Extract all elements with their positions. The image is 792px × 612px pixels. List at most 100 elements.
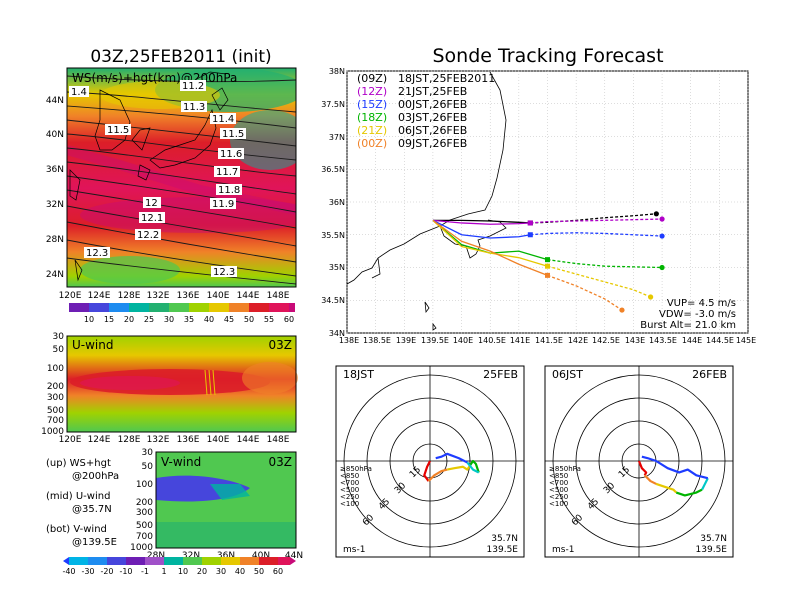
svg-text:11.6: 11.6 bbox=[220, 149, 242, 160]
svg-text:(15Z): (15Z) bbox=[357, 98, 387, 111]
contour-label: 12.3 bbox=[84, 247, 110, 259]
contour-label: 12.3 bbox=[211, 266, 237, 278]
track-series bbox=[432, 211, 665, 313]
svg-text:40N: 40N bbox=[46, 130, 64, 140]
cb-label: 10 bbox=[84, 315, 94, 324]
svg-text:35N: 35N bbox=[329, 263, 345, 272]
svg-text:12.3: 12.3 bbox=[213, 267, 235, 278]
track-end-point bbox=[659, 216, 665, 222]
svg-text:@35.7N: @35.7N bbox=[72, 504, 112, 515]
svg-text:139E: 139E bbox=[396, 336, 416, 345]
svg-text:@139.5E: @139.5E bbox=[72, 537, 117, 548]
svg-text:≥850hPa: ≥850hPa bbox=[340, 465, 372, 473]
svg-text:37.5N: 37.5N bbox=[321, 100, 345, 109]
legend-label: (18Z) bbox=[357, 111, 387, 124]
legend-label: (00Z) bbox=[357, 137, 387, 150]
wind-height-map: WS(m/s)+hgt(km)@200hPa 1.4 11.2 11.3 11.… bbox=[46, 67, 297, 301]
hodograph-segment bbox=[466, 461, 480, 474]
svg-text:144E: 144E bbox=[237, 435, 260, 445]
svg-text:11.4: 11.4 bbox=[212, 114, 234, 125]
svg-text:38N: 38N bbox=[329, 67, 345, 76]
svg-text:(12Z): (12Z) bbox=[357, 85, 387, 98]
svg-text:<100: <100 bbox=[340, 500, 359, 508]
svg-text:<850: <850 bbox=[340, 472, 359, 480]
svg-text:(up) WS+hgt: (up) WS+hgt bbox=[46, 458, 111, 469]
svg-text:128E: 128E bbox=[118, 435, 141, 445]
svg-text:120E: 120E bbox=[59, 435, 82, 445]
svg-text:142.5E: 142.5E bbox=[592, 336, 620, 345]
svg-text:100: 100 bbox=[47, 364, 64, 374]
svg-text:36.5N: 36.5N bbox=[321, 165, 345, 174]
v-wind-panel: V-wind 03Z 30 50 100 200 300 500 700 100… bbox=[130, 448, 303, 561]
hodograph-segment bbox=[641, 455, 709, 480]
svg-text:(21Z): (21Z) bbox=[357, 124, 387, 137]
svg-text:132E: 132E bbox=[147, 435, 170, 445]
cb-label: 60 bbox=[284, 315, 294, 324]
hodo-time: 06JST bbox=[552, 368, 583, 381]
cb-label: -1 bbox=[141, 567, 149, 576]
track-line-dashed bbox=[530, 213, 657, 224]
svg-text:37N: 37N bbox=[329, 133, 345, 142]
svg-text:139.5E: 139.5E bbox=[421, 336, 449, 345]
svg-text:140E: 140E bbox=[207, 291, 230, 301]
svg-text:<100: <100 bbox=[549, 500, 568, 508]
svg-text:(18Z): (18Z) bbox=[357, 111, 387, 124]
track-panel: 38N 37.5N 37N 36.5N 36N 35.5N 35N 34.5N … bbox=[321, 67, 756, 345]
track-line-dashed bbox=[547, 274, 623, 311]
svg-text:136E: 136E bbox=[177, 435, 200, 445]
svg-text:28N: 28N bbox=[147, 551, 165, 561]
hodograph-right: 06JST 26FEB 35.7N 139.5E ms-1 15 30 45 6… bbox=[544, 365, 734, 558]
map-contour-labels: 1.4 11.2 11.3 11.4 11.5 11.5 11.6 11.7 1… bbox=[69, 80, 246, 278]
svg-text:500: 500 bbox=[47, 406, 64, 416]
svg-text:24N: 24N bbox=[46, 270, 64, 280]
svg-text:(00Z): (00Z) bbox=[357, 137, 387, 150]
svg-text:@200hPa: @200hPa bbox=[72, 471, 119, 482]
svg-text:VDW= -3.0 m/s: VDW= -3.0 m/s bbox=[659, 309, 736, 320]
svg-text:138.5E: 138.5E bbox=[363, 336, 391, 345]
legend-time: 21JST,25FEB bbox=[398, 85, 467, 98]
legend-label: (09Z) bbox=[357, 72, 387, 85]
svg-text:1.4: 1.4 bbox=[71, 87, 87, 98]
hodo-unit: ms-1 bbox=[552, 545, 574, 555]
v-x-ticks: 28N 32N 36N 40N 44N bbox=[147, 551, 303, 561]
contour-label: 12 bbox=[143, 197, 161, 209]
cb-label: 25 bbox=[144, 315, 154, 324]
svg-text:11.8: 11.8 bbox=[218, 185, 240, 196]
v-wind-time: 03Z bbox=[269, 455, 293, 469]
hodo-lat: 35.7N bbox=[700, 534, 727, 544]
svg-text:700: 700 bbox=[47, 416, 64, 426]
svg-text:141.5E: 141.5E bbox=[535, 336, 563, 345]
svg-text:28N: 28N bbox=[46, 235, 64, 245]
legend-label: (15Z) bbox=[357, 98, 387, 111]
svg-text:138E: 138E bbox=[339, 336, 359, 345]
cb-label: 50 bbox=[254, 567, 264, 576]
track-end-point bbox=[648, 294, 654, 300]
track-line-dashed bbox=[547, 258, 663, 269]
svg-text:32N: 32N bbox=[182, 551, 200, 561]
svg-text:40N: 40N bbox=[252, 551, 270, 561]
svg-text:50: 50 bbox=[53, 345, 65, 355]
hodograph-segment bbox=[469, 459, 480, 473]
svg-text:<250: <250 bbox=[549, 493, 568, 501]
cb-label: 35 bbox=[184, 315, 194, 324]
svg-text:144E: 144E bbox=[682, 336, 702, 345]
legend-label: (21Z) bbox=[357, 124, 387, 137]
track-burst-marker bbox=[527, 220, 533, 226]
svg-text:36N: 36N bbox=[217, 551, 235, 561]
hodograph-left: 18JST 25FEB 35.7N 139.5E ms-1 15 30 45 6… bbox=[335, 365, 525, 558]
svg-text:300: 300 bbox=[136, 508, 153, 518]
svg-text:<850: <850 bbox=[549, 472, 568, 480]
hodo-time: 18JST bbox=[343, 368, 374, 381]
legend-time: 06JST,26FEB bbox=[398, 124, 467, 137]
hodo-date: 25FEB bbox=[483, 368, 518, 381]
svg-text:<500: <500 bbox=[549, 486, 568, 494]
hodograph-segment bbox=[675, 488, 703, 497]
legend-label: (12Z) bbox=[357, 85, 387, 98]
left-title: 03Z,25FEB2011 (init) bbox=[90, 47, 271, 67]
svg-text:1000: 1000 bbox=[130, 543, 153, 553]
svg-text:30: 30 bbox=[142, 448, 154, 458]
cb-label: -40 bbox=[62, 567, 75, 576]
hodo-lat: 35.7N bbox=[491, 534, 518, 544]
cb-label: 30 bbox=[164, 315, 174, 324]
